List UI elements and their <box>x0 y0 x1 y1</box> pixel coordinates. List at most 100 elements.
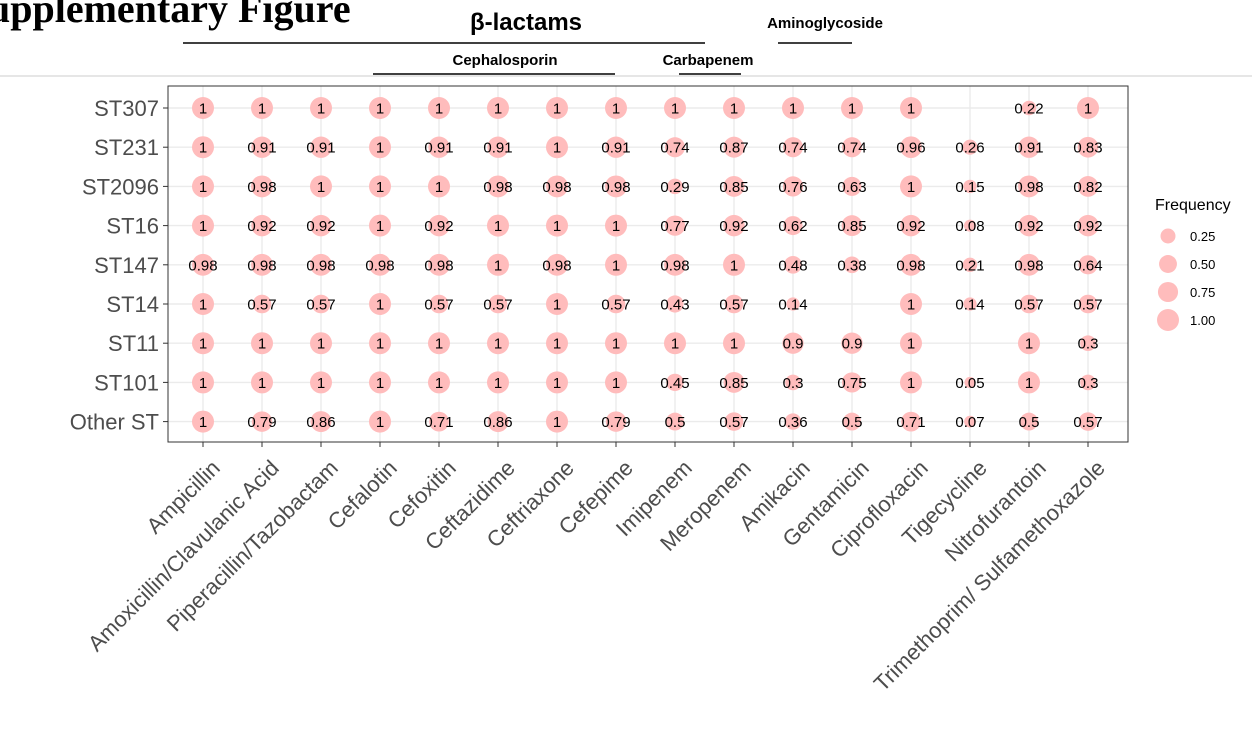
data-label-st14-piperacillin-tazobactam: 0.57 <box>306 297 335 314</box>
data-label-st11-gentamicin: 0.9 <box>842 336 863 353</box>
point-st16-cefalotin <box>369 214 391 237</box>
data-label-st231-piperacillin-tazobactam: 0.91 <box>306 140 335 157</box>
data-label-st231-trimethoprim-sulfamethoxazole: 0.83 <box>1073 140 1102 157</box>
point-st231-ceftriaxone <box>546 136 568 159</box>
group-label-carbapenem: Carbapenem <box>663 52 754 69</box>
data-label-st101-tigecycline: 0.05 <box>955 375 984 392</box>
data-label-st14-cefepime: 0.57 <box>601 297 630 314</box>
data-label-st11-amoxicillin-clavulanic-acid: 1 <box>258 336 266 353</box>
data-label-other-st-ampicillin: 1 <box>199 414 207 431</box>
data-label-st2096-ceftazidime: 0.98 <box>483 179 512 196</box>
point-other-st-ceftazidime <box>487 411 509 433</box>
point-st2096-amikacin <box>782 176 804 197</box>
point-st231-tigecycline <box>962 139 978 155</box>
point-st11-piperacillin-tazobactam <box>310 332 332 355</box>
data-label-st101-amikacin: 0.3 <box>783 375 804 392</box>
data-label-st2096-ampicillin: 1 <box>199 179 207 196</box>
data-label-st231-ceftriaxone: 1 <box>553 140 561 157</box>
data-label-st147-ampicillin: 0.98 <box>188 257 217 274</box>
point-st2096-gentamicin <box>842 176 862 196</box>
data-label-st11-nitrofurantoin: 1 <box>1025 336 1033 353</box>
point-st101-cefoxitin <box>428 371 450 394</box>
point-st147-ceftriaxone <box>546 253 568 276</box>
legend-label-0-50: 0.50 <box>1190 257 1215 272</box>
data-label-st16-meropenem: 0.92 <box>719 218 748 235</box>
data-label-st307-amoxicillin-clavulanic-acid: 1 <box>258 101 266 118</box>
legend-key-0-75 <box>1157 281 1179 303</box>
point-st11-cefepime <box>605 332 627 355</box>
point-st231-piperacillin-tazobactam <box>310 136 332 158</box>
point-st11-amikacin <box>782 332 804 354</box>
data-label-st2096-amikacin: 0.76 <box>778 179 807 196</box>
data-label-st231-gentamicin: 0.74 <box>837 140 866 157</box>
point-st2096-tigecycline <box>963 179 977 194</box>
data-label-st101-trimethoprim-sulfamethoxazole: 0.3 <box>1078 375 1099 392</box>
data-label-st147-amikacin: 0.48 <box>778 257 807 274</box>
data-label-st147-meropenem: 1 <box>730 257 738 274</box>
data-label-st16-cefalotin: 1 <box>376 218 384 235</box>
point-st14-meropenem <box>724 294 744 314</box>
point-st147-cefalotin <box>369 253 391 276</box>
point-st2096-imipenem <box>667 178 683 195</box>
data-label-st231-cefalotin: 1 <box>376 140 384 157</box>
point-st2096-meropenem <box>723 175 745 197</box>
data-label-st101-cefepime: 1 <box>612 375 620 392</box>
point-st101-piperacillin-tazobactam <box>310 371 332 394</box>
data-points <box>192 97 1099 433</box>
point-other-st-cefepime <box>605 411 627 432</box>
data-label-st11-cefoxitin: 1 <box>435 336 443 353</box>
point-st147-cefepime <box>605 253 627 276</box>
point-st16-ampicillin <box>192 214 214 237</box>
data-label-st14-trimethoprim-sulfamethoxazole: 0.57 <box>1073 297 1102 314</box>
data-label-st231-ceftazidime: 0.91 <box>483 140 512 157</box>
point-st231-nitrofurantoin <box>1018 136 1040 158</box>
data-label-st2096-ciprofloxacin: 1 <box>907 179 915 196</box>
y-tick-label-st2096: ST2096 <box>82 174 159 199</box>
point-other-st-tigecycline <box>964 415 976 428</box>
legend-key-0-25 <box>1160 228 1176 244</box>
point-st16-tigecycline <box>964 219 976 232</box>
data-label-st147-ciprofloxacin: 0.98 <box>896 257 925 274</box>
point-st16-meropenem <box>723 214 745 237</box>
data-label-st11-meropenem: 1 <box>730 336 738 353</box>
point-st231-gentamicin <box>841 137 863 158</box>
point-st2096-ceftriaxone <box>546 175 568 198</box>
data-label-st147-trimethoprim-sulfamethoxazole: 0.64 <box>1073 257 1102 274</box>
data-label-st14-ceftriaxone: 1 <box>553 297 561 314</box>
data-label-st14-amikacin: 0.14 <box>778 297 807 314</box>
point-st147-cefoxitin <box>428 253 450 276</box>
point-st231-imipenem <box>664 137 686 158</box>
data-label-st101-ceftazidime: 1 <box>494 375 502 392</box>
data-label-st307-cefepime: 1 <box>612 101 620 118</box>
data-label-other-st-trimethoprim-sulfamethoxazole: 0.57 <box>1073 414 1102 431</box>
point-other-st-cefoxitin <box>429 411 449 432</box>
data-label-st307-cefoxitin: 1 <box>435 101 443 118</box>
data-label-st16-cefepime: 1 <box>612 218 620 235</box>
point-st307-ciprofloxacin <box>900 97 922 119</box>
point-st231-ampicillin <box>192 136 214 159</box>
point-st101-nitrofurantoin <box>1018 371 1040 394</box>
data-label-other-st-ciprofloxacin: 0.71 <box>896 414 925 431</box>
data-label-other-st-ceftazidime: 0.86 <box>483 414 512 431</box>
data-label-st14-cefoxitin: 0.57 <box>424 297 453 314</box>
y-tick-label-st101: ST101 <box>94 370 159 395</box>
point-st14-amikacin <box>786 297 800 311</box>
data-label-st101-ciprofloxacin: 1 <box>907 375 915 392</box>
point-st147-trimethoprim-sulfamethoxazole <box>1078 255 1098 275</box>
point-st11-meropenem <box>723 332 745 355</box>
point-st307-cefalotin <box>369 97 391 119</box>
data-label-st14-ampicillin: 1 <box>199 297 207 314</box>
data-label-st307-ampicillin: 1 <box>199 101 207 118</box>
point-st307-piperacillin-tazobactam <box>310 97 332 119</box>
point-st147-meropenem <box>723 253 745 276</box>
data-label-st101-cefoxitin: 1 <box>435 375 443 392</box>
point-st101-ampicillin <box>192 371 214 394</box>
data-label-st14-nitrofurantoin: 0.57 <box>1014 297 1043 314</box>
point-st231-cefoxitin <box>428 136 450 158</box>
point-st307-nitrofurantoin <box>1021 100 1037 116</box>
point-st2096-piperacillin-tazobactam <box>310 175 332 198</box>
point-st11-amoxicillin-clavulanic-acid <box>251 332 273 355</box>
data-label-st101-ampicillin: 1 <box>199 375 207 392</box>
data-label-st147-cefalotin: 0.98 <box>365 257 394 274</box>
point-st2096-cefepime <box>605 175 627 198</box>
